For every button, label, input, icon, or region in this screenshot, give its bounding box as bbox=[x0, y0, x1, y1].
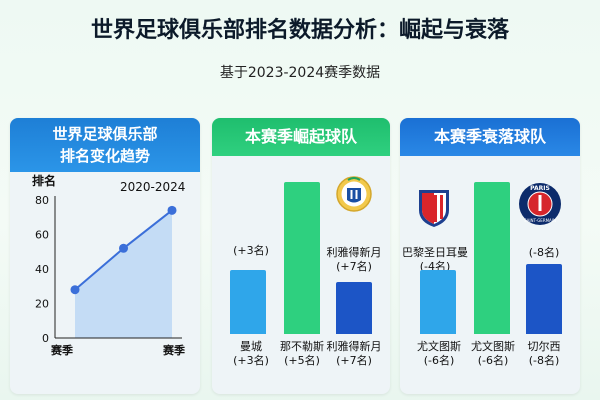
page-subtitle: 基于2023-2024赛季数据 bbox=[219, 65, 381, 81]
page-title: 世界足球俱乐部排名数据分析：崛起与衰落 bbox=[90, 18, 509, 43]
bar-top-label-1-name: 巴黎圣日耳曼 bbox=[402, 246, 468, 259]
category-value-2: (+5名) bbox=[284, 354, 320, 367]
al-hilal-crest-icon bbox=[336, 176, 372, 212]
category-label-1: 曼城 bbox=[240, 340, 262, 353]
x-tick-label-left: 赛季 bbox=[50, 343, 74, 357]
category-label-2: 尤文图斯 bbox=[471, 340, 515, 353]
trend-area-fill bbox=[75, 210, 172, 338]
y-tick-label: 20 bbox=[35, 298, 49, 311]
atletico-madrid-crest-icon bbox=[419, 190, 449, 227]
bar-2 bbox=[474, 182, 510, 334]
rising-panel-header: 本赛季崛起球队 bbox=[212, 118, 390, 156]
trend-chart: 排名 2020-2024 0 20 40 60 80 赛季 赛季 bbox=[32, 173, 186, 357]
bar-1 bbox=[230, 270, 266, 334]
y-tick-label: 0 bbox=[42, 332, 49, 345]
data-point bbox=[119, 243, 128, 253]
category-label-3: 切尔西 bbox=[527, 340, 561, 353]
trend-title-line1: 世界足球俱乐部 bbox=[52, 125, 158, 143]
category-value-1: (+3名) bbox=[233, 354, 269, 367]
bar-1 bbox=[420, 270, 456, 334]
category-value-3: (-8名) bbox=[528, 354, 560, 367]
category-label-2: 那不勒斯 bbox=[280, 340, 324, 353]
rising-panel: 本赛季崛起球队 (+3名) 利雅得新月 (+7名) 曼城 (+3名) 那不勒斯 … bbox=[212, 118, 390, 394]
psg-crest-icon: PARIS SAINT-GERMAIN bbox=[519, 183, 561, 225]
y-tick-label: 80 bbox=[35, 194, 49, 207]
y-axis-label: 排名 bbox=[32, 173, 56, 188]
chart-annotation: 2020-2024 bbox=[120, 180, 185, 194]
falling-panel: 本赛季衰落球队 PARIS SAINT-GERMAIN 巴黎圣日耳曼 (-4名)… bbox=[400, 118, 580, 394]
category-label-1: 尤文图斯 bbox=[417, 340, 461, 353]
trend-panel: 世界足球俱乐部 排名变化趋势 排名 2020-2024 0 20 40 60 80 赛季… bbox=[10, 118, 200, 394]
bar-3 bbox=[526, 264, 562, 334]
x-tick-label-right: 赛季 bbox=[162, 343, 186, 357]
bar-top-label-3-name: 利雅得新月 bbox=[326, 246, 382, 259]
bar-3 bbox=[336, 282, 372, 334]
category-value-3: (+7名) bbox=[336, 354, 372, 367]
psg-crest-bottom-text: SAINT-GERMAIN bbox=[524, 218, 556, 223]
bar-top-label-1: (+3名) bbox=[233, 244, 269, 257]
trend-panel-header: 世界足球俱乐部 排名变化趋势 bbox=[10, 118, 200, 172]
y-tick-label: 60 bbox=[35, 229, 49, 242]
bar-top-label-3-value: (+7名) bbox=[336, 260, 372, 273]
bar-top-label-3: (-8名) bbox=[528, 246, 560, 259]
category-value-1: (-6名) bbox=[423, 354, 455, 367]
category-value-2: (-6名) bbox=[477, 354, 509, 367]
data-point bbox=[167, 205, 177, 215]
category-label-3: 利雅得新月 bbox=[326, 340, 382, 353]
trend-title-line2: 排名变化趋势 bbox=[59, 147, 150, 165]
psg-crest-top-text: PARIS bbox=[530, 185, 550, 192]
data-point bbox=[70, 285, 80, 295]
bar-2 bbox=[284, 182, 320, 334]
y-tick-label: 40 bbox=[35, 263, 49, 276]
falling-panel-header: 本赛季衰落球队 bbox=[400, 118, 580, 156]
bar-top-label-1-value: (-4名) bbox=[419, 260, 451, 273]
